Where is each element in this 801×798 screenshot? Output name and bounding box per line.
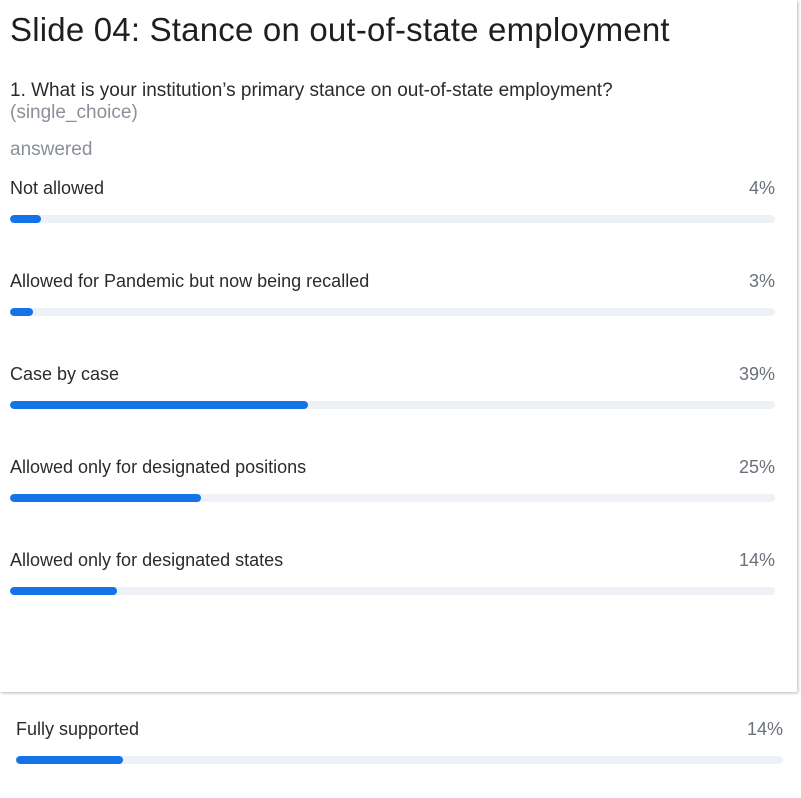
option-percent: 25% — [738, 457, 775, 477]
option-percent: 14% — [746, 719, 783, 739]
slide-title: Slide 04: Stance on out-of-state employm… — [10, 11, 670, 48]
results-card-continued: Fully supported 14% — [0, 700, 801, 798]
option-label: Allowed only for designated positions — [10, 457, 307, 477]
progress-track — [10, 587, 775, 595]
option-label: Allowed for Pandemic but now being recal… — [10, 271, 370, 291]
results-card: Slide 04: Stance on out-of-state employm… — [10, 11, 775, 595]
progress-fill — [10, 401, 309, 409]
option-percent: 4% — [748, 178, 775, 198]
option-label: Fully supported — [16, 719, 140, 739]
option-percent: 39% — [738, 364, 775, 384]
option-percent: 14% — [738, 550, 775, 570]
option-label: Case by case — [10, 364, 120, 384]
progress-track — [16, 756, 783, 764]
option-label: Allowed only for designated states — [10, 550, 284, 570]
option-fully-supported: Fully supported 14% — [16, 718, 783, 764]
progress-track — [10, 494, 775, 502]
option-pandemic-recalled: Allowed for Pandemic but now being recal… — [10, 270, 775, 316]
question-type: (single_choice) — [10, 102, 138, 123]
option-case-by-case: Case by case 39% — [10, 363, 775, 409]
option-designated-states: Allowed only for designated states 14% — [10, 549, 775, 595]
answered-status: answered — [10, 139, 93, 160]
question-label: 1. What is your institution’s primary st… — [10, 80, 613, 101]
option-percent: 3% — [748, 271, 775, 291]
question-text: 1. What is your institution’s primary st… — [10, 80, 775, 124]
progress-track — [10, 215, 775, 223]
progress-track — [10, 401, 775, 409]
option-designated-positions: Allowed only for designated positions 25… — [10, 456, 775, 502]
progress-track — [10, 308, 775, 316]
progress-fill — [10, 494, 202, 502]
progress-fill — [16, 756, 124, 764]
progress-fill — [10, 308, 33, 316]
option-not-allowed: Not allowed 4% — [10, 177, 775, 223]
progress-fill — [10, 587, 118, 595]
option-label: Not allowed — [10, 178, 105, 198]
progress-fill — [10, 215, 41, 223]
